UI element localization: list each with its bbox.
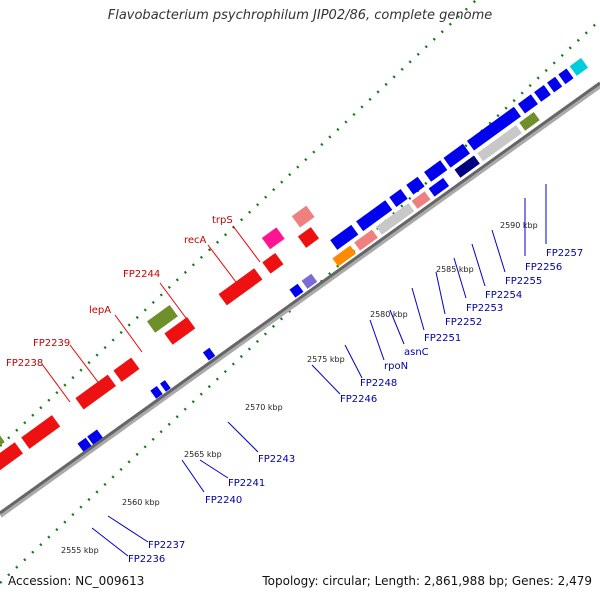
accession-label: Accession: NC_009613 — [8, 574, 145, 588]
gene-label-lower[interactable]: FP2248 — [360, 378, 397, 389]
backbone — [0, 81, 600, 515]
label-leader — [107, 515, 149, 543]
gene-feature[interactable] — [406, 176, 425, 195]
gene-feature[interactable] — [75, 374, 116, 410]
scale-label: 2580 kbp — [370, 310, 408, 319]
gene-feature[interactable] — [330, 224, 359, 250]
gene-label-lower[interactable]: FP2240 — [205, 495, 242, 506]
gene-feature[interactable] — [389, 189, 408, 207]
gene-feature[interactable] — [164, 317, 196, 345]
label-leader — [207, 244, 237, 283]
gene-feature[interactable] — [297, 227, 320, 248]
scale-labels: 2555 kbp 2560 kbp 2565 kbp 2570 kbp 2575… — [61, 221, 538, 555]
backbone-shadow — [0, 82, 600, 518]
gene-label-upper[interactable]: trpS — [212, 215, 233, 226]
gene-label-upper[interactable]: FP2239 — [33, 338, 70, 349]
scale-label: 2560 kbp — [122, 498, 160, 507]
label-leader — [344, 344, 363, 379]
gene-feature[interactable] — [150, 385, 163, 399]
gene-feature[interactable] — [477, 124, 522, 162]
gene-label-lower[interactable]: FP2243 — [258, 454, 295, 465]
label-leader — [232, 225, 261, 263]
gene-label-upper[interactable]: recA — [184, 235, 207, 246]
label-leader — [411, 287, 425, 331]
gene-feature[interactable] — [0, 442, 23, 476]
gene-feature[interactable] — [77, 437, 92, 452]
map-title: Flavobacterium psychrophilum JIP02/86, c… — [107, 8, 493, 23]
scale-label: 2570 kbp — [245, 403, 283, 412]
gene-feature[interactable] — [146, 304, 178, 333]
gene-feature[interactable] — [519, 112, 540, 131]
label-leader — [491, 229, 506, 273]
gene-label-lower[interactable]: FP2252 — [445, 317, 482, 328]
gene-label-lower[interactable]: FP2246 — [340, 394, 377, 405]
gene-feature[interactable] — [160, 380, 171, 392]
gene-feature[interactable] — [21, 415, 61, 449]
gene-feature[interactable] — [291, 205, 315, 228]
gene-feature[interactable] — [517, 94, 538, 114]
gene-label-lower[interactable]: FP2255 — [505, 276, 542, 287]
label-leader — [389, 309, 405, 345]
scale-label: 2555 kbp — [61, 546, 99, 555]
gene-feature[interactable] — [261, 227, 285, 250]
label-leader — [369, 319, 385, 361]
gene-label-lower[interactable]: FP2236 — [128, 554, 165, 565]
label-leader — [41, 363, 71, 403]
gene-label-lower[interactable]: FP2254 — [485, 290, 522, 301]
gene-feature[interactable] — [356, 200, 393, 232]
scale-label: 2585 kbp — [436, 265, 474, 274]
label-leader — [181, 459, 205, 493]
label-leader — [114, 314, 143, 353]
gene-label-lower[interactable]: FP2256 — [525, 262, 562, 273]
lower-gene-track — [77, 57, 589, 452]
label-leader — [69, 344, 99, 383]
scale-label: 2575 kbp — [307, 355, 345, 364]
upper-gene-track — [0, 205, 320, 476]
gene-feature[interactable] — [547, 76, 563, 93]
gene-feature[interactable] — [454, 155, 480, 178]
gene-label-lower[interactable]: FP2251 — [424, 333, 461, 344]
gene-feature[interactable] — [376, 203, 415, 235]
gene-feature[interactable] — [218, 268, 263, 306]
gene-feature[interactable] — [262, 252, 284, 274]
gene-feature[interactable] — [534, 85, 551, 102]
label-leader — [159, 282, 187, 319]
gene-feature[interactable] — [411, 191, 431, 209]
gene-feature[interactable] — [558, 68, 574, 85]
gene-label-lower[interactable]: FP2241 — [228, 478, 265, 489]
gene-label-upper[interactable]: lepA — [89, 305, 111, 316]
gene-label-lower[interactable]: FP2257 — [546, 248, 583, 259]
lower-gene-labels: FP2236 FP2237 FP2240 FP2241 FP2243 FP224… — [91, 184, 583, 565]
label-leader — [227, 421, 259, 453]
label-leader — [453, 257, 467, 299]
gene-feature[interactable] — [113, 357, 140, 382]
gene-label-lower[interactable]: asnC — [404, 347, 429, 358]
upper-gene-labels: FP2238 FP2239 lepA FP2244 recA trpS — [6, 215, 261, 403]
label-leader — [311, 364, 341, 395]
gene-feature[interactable] — [424, 160, 448, 182]
gene-feature[interactable] — [466, 106, 521, 151]
gene-label-upper[interactable]: FP2244 — [123, 269, 160, 280]
gene-label-lower[interactable]: rpoN — [384, 361, 408, 372]
label-leader — [199, 459, 229, 479]
gene-feature[interactable] — [202, 347, 216, 361]
gene-feature[interactable] — [428, 177, 450, 197]
gene-feature[interactable] — [354, 229, 378, 251]
gene-feature[interactable] — [569, 57, 589, 76]
label-leader — [91, 527, 129, 557]
gene-feature[interactable] — [87, 429, 103, 445]
gene-label-upper[interactable]: FP2238 — [6, 358, 43, 369]
gene-label-lower[interactable]: FP2237 — [148, 540, 185, 551]
gene-feature[interactable] — [443, 143, 470, 168]
scale-label: 2565 kbp — [184, 450, 222, 459]
gene-feature[interactable] — [289, 283, 304, 298]
gene-label-lower[interactable]: FP2253 — [466, 303, 503, 314]
gene-feature[interactable] — [332, 245, 357, 267]
label-leader — [435, 271, 446, 315]
scale-label: 2590 kbp — [500, 221, 538, 230]
label-leader — [471, 243, 486, 287]
genome-stats-label: Topology: circular; Length: 2,861,988 bp… — [262, 574, 592, 588]
gene-feature[interactable] — [301, 273, 318, 289]
